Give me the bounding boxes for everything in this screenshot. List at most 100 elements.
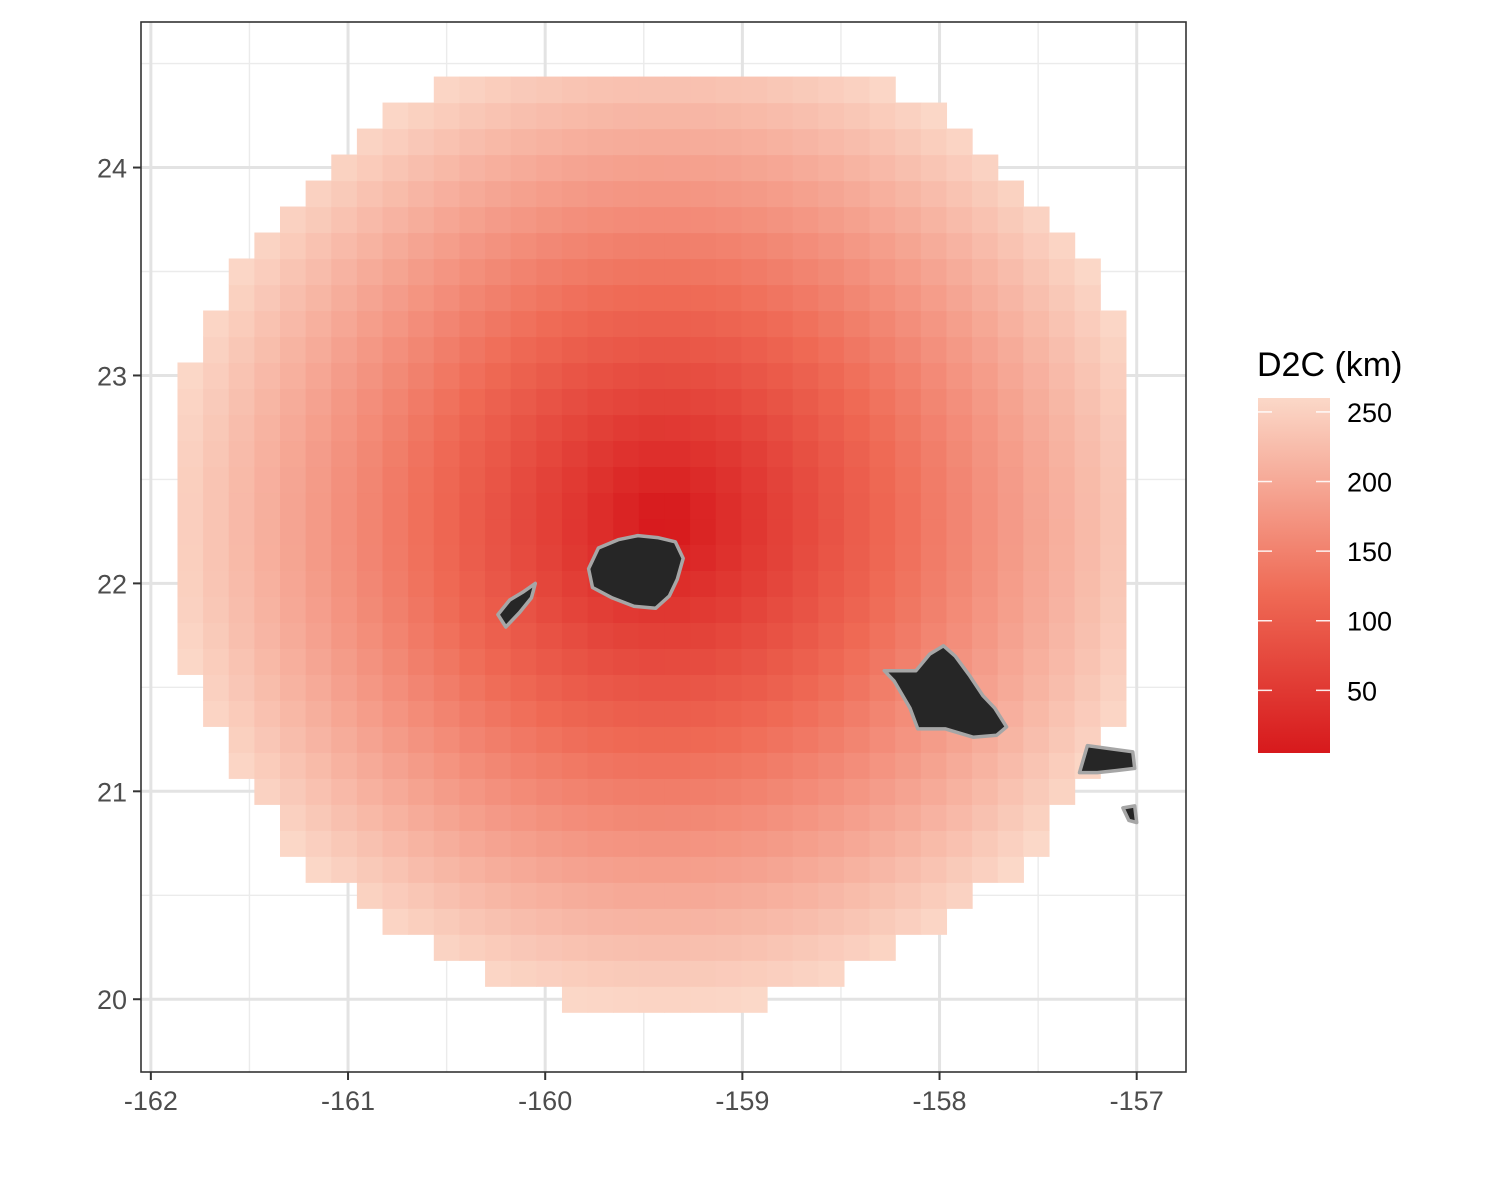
colorbar-gradient bbox=[1258, 398, 1330, 753]
raster-cell bbox=[843, 908, 871, 935]
raster-cell bbox=[433, 752, 461, 779]
raster-cell bbox=[843, 700, 871, 727]
x-tick-label: -160 bbox=[518, 1086, 572, 1116]
raster-cell bbox=[536, 934, 563, 961]
raster-cell bbox=[690, 960, 717, 987]
raster-cell bbox=[613, 674, 640, 701]
raster-cell bbox=[382, 284, 409, 312]
raster-cell bbox=[510, 284, 537, 312]
raster-cell bbox=[843, 310, 871, 338]
raster-cell bbox=[536, 336, 563, 364]
raster-cell bbox=[972, 154, 999, 182]
raster-cell bbox=[1100, 414, 1127, 442]
raster-cell bbox=[536, 362, 563, 390]
raster-cell bbox=[536, 232, 563, 260]
raster-cell bbox=[561, 518, 589, 545]
raster-cell bbox=[280, 232, 307, 260]
raster-cell bbox=[1048, 492, 1076, 520]
raster-cell bbox=[408, 310, 435, 338]
raster-cell bbox=[280, 648, 307, 675]
raster-cell bbox=[920, 596, 948, 623]
raster-cell bbox=[818, 596, 845, 623]
raster-cell bbox=[869, 622, 896, 649]
raster-cell bbox=[228, 674, 255, 701]
raster-cell bbox=[536, 544, 563, 571]
raster-cell bbox=[382, 102, 409, 130]
raster-cell bbox=[536, 622, 563, 649]
raster-cell bbox=[895, 362, 922, 390]
raster-cell bbox=[638, 284, 666, 312]
raster-cell bbox=[946, 154, 973, 182]
raster-cell bbox=[433, 726, 461, 753]
raster-cell bbox=[587, 154, 614, 182]
raster-cell bbox=[433, 284, 461, 312]
raster-cell bbox=[382, 492, 409, 520]
raster-cell bbox=[561, 700, 589, 727]
raster-cell bbox=[1023, 336, 1050, 364]
raster-cell bbox=[664, 440, 691, 468]
island-oahu bbox=[882, 644, 1009, 739]
raster-cell bbox=[305, 726, 332, 753]
raster-cell bbox=[280, 336, 307, 364]
raster-cell bbox=[254, 310, 281, 338]
raster-cell bbox=[408, 544, 435, 571]
raster-cell bbox=[254, 466, 281, 494]
raster-cell bbox=[254, 700, 281, 727]
raster-cell bbox=[715, 466, 742, 494]
raster-cell bbox=[177, 518, 204, 545]
raster-cell bbox=[587, 518, 614, 545]
raster-cell bbox=[972, 518, 999, 545]
raster-cell bbox=[792, 908, 819, 935]
raster-cell bbox=[459, 882, 486, 909]
raster-cell bbox=[997, 388, 1024, 416]
raster-cell bbox=[792, 960, 819, 987]
raster-cell bbox=[433, 440, 461, 468]
raster-cell bbox=[510, 674, 537, 701]
raster-cell bbox=[485, 284, 512, 312]
raster-cell bbox=[1100, 570, 1127, 597]
raster-cell bbox=[638, 154, 666, 182]
raster-cell bbox=[767, 648, 794, 675]
raster-cell bbox=[536, 310, 563, 338]
raster-cell bbox=[613, 856, 640, 883]
raster-cell bbox=[843, 388, 871, 416]
raster-cell bbox=[741, 518, 768, 545]
raster-cell bbox=[869, 700, 896, 727]
raster-cell bbox=[843, 362, 871, 390]
raster-cell bbox=[382, 206, 409, 234]
raster-cell bbox=[690, 76, 717, 104]
raster-cell bbox=[510, 102, 537, 130]
raster-cell bbox=[843, 648, 871, 675]
raster-cell bbox=[536, 830, 563, 857]
raster-cell bbox=[305, 206, 332, 234]
raster-cell bbox=[920, 414, 948, 442]
x-tick-label: -157 bbox=[1110, 1086, 1164, 1116]
raster-cell bbox=[869, 752, 896, 779]
raster-cell bbox=[382, 778, 409, 805]
raster-cell bbox=[664, 128, 691, 156]
raster-cell bbox=[485, 882, 512, 909]
raster-cell bbox=[1074, 596, 1101, 623]
raster-cell bbox=[664, 284, 691, 312]
raster-cell bbox=[792, 804, 819, 831]
raster-cell bbox=[1023, 830, 1050, 857]
raster-cell bbox=[638, 336, 666, 364]
raster-cell bbox=[1048, 310, 1076, 338]
raster-cell bbox=[459, 102, 486, 130]
raster-cell bbox=[638, 648, 666, 675]
raster-cell bbox=[1023, 362, 1050, 390]
raster-cell bbox=[382, 596, 409, 623]
raster-cell bbox=[818, 752, 845, 779]
raster-cell bbox=[587, 960, 614, 987]
raster-cell bbox=[1048, 414, 1076, 442]
raster-cell bbox=[485, 752, 512, 779]
raster-cell bbox=[280, 804, 307, 831]
raster-cell bbox=[946, 284, 973, 312]
raster-cell bbox=[997, 206, 1024, 234]
raster-cell bbox=[715, 310, 742, 338]
raster-cell bbox=[485, 466, 512, 494]
raster-cell bbox=[638, 492, 666, 520]
raster-cell bbox=[382, 804, 409, 831]
raster-cell bbox=[690, 882, 717, 909]
raster-cell bbox=[767, 830, 794, 857]
